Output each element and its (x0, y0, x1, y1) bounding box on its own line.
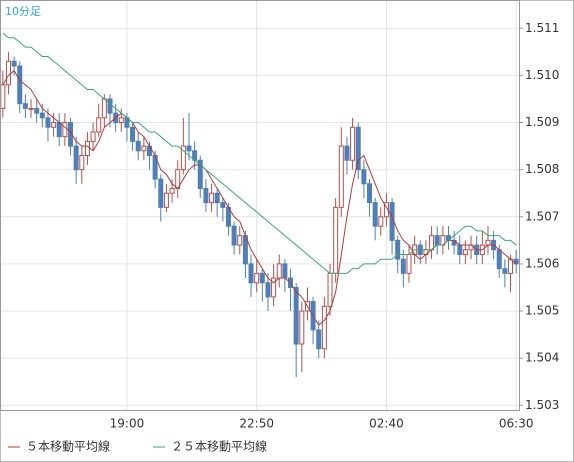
candle-body (96, 117, 102, 133)
candle-body (327, 272, 333, 307)
y-tick-label: 1.508 (525, 162, 559, 176)
candle-body (508, 258, 514, 274)
y-tick-label: 1.509 (525, 115, 559, 129)
candle-body (118, 117, 124, 124)
candle-body (84, 140, 90, 157)
candle-body (135, 140, 141, 152)
candle-body (367, 183, 373, 204)
y-tick-label: 1.510 (525, 68, 559, 82)
candle-body (169, 188, 175, 194)
timeframe-label: 10分足 (5, 5, 41, 18)
candle-body (276, 263, 282, 279)
y-tick-label: 1.507 (525, 209, 559, 223)
candle-body (383, 202, 389, 218)
candle-body (496, 249, 502, 270)
plot-border (0, 0, 520, 411)
candle-body (0, 84, 6, 109)
candle-body (56, 122, 62, 138)
candle-body (502, 268, 508, 274)
candle-body (17, 65, 23, 105)
candle-body (462, 249, 468, 255)
legend-label: ２５本移動平均線 (171, 439, 267, 454)
candle-body (434, 235, 440, 246)
candle-body (333, 206, 339, 274)
candle-body (378, 216, 384, 227)
candle-body (338, 145, 344, 208)
candle-body (259, 272, 265, 284)
candle-body (214, 192, 220, 204)
candle-body (254, 272, 260, 284)
candle-body (271, 277, 277, 298)
plot (0, 32, 519, 378)
candle-body (406, 253, 412, 274)
y-tick-label: 1.505 (525, 304, 559, 318)
candle-body (79, 155, 85, 171)
candle-body (11, 60, 17, 67)
candle-body (158, 178, 164, 208)
candle-body (400, 258, 406, 274)
candle-body (5, 60, 11, 86)
candle-body (248, 263, 254, 284)
candle-body (220, 202, 226, 208)
ma-line (2, 32, 517, 274)
candle-body (22, 103, 28, 109)
candle-body (372, 202, 378, 227)
x-tick-label: 22:50 (239, 417, 274, 431)
candle-body (395, 239, 401, 260)
candle-body (457, 244, 463, 255)
candle-body (293, 286, 299, 345)
y-tick-label: 1.504 (525, 351, 559, 365)
candle-body (180, 145, 186, 171)
candle-body (68, 122, 74, 147)
candle-body (355, 126, 361, 171)
candle-body (231, 225, 237, 246)
candle-body (130, 126, 136, 142)
legend-label: ５本移動平均線 (26, 439, 110, 454)
candle-body (28, 107, 34, 110)
candle-body (107, 98, 113, 114)
candle-body (39, 112, 45, 119)
candle-body (163, 192, 169, 208)
candle-body (197, 159, 203, 190)
candle-body (90, 131, 96, 142)
x-tick-label: 06:30 (499, 417, 534, 431)
candle-body (186, 145, 192, 152)
x-tick-label: 19:00 (110, 417, 145, 431)
candle-body (62, 122, 68, 138)
candle-body (73, 145, 79, 171)
candle-body (101, 98, 107, 119)
candle-body (344, 145, 350, 161)
candle-body (141, 145, 147, 152)
candle-body (237, 235, 243, 246)
candle-body (34, 107, 40, 114)
candle-body (282, 263, 288, 279)
candle-body (485, 239, 491, 246)
candle-body (209, 192, 215, 204)
y-tick-label: 1.503 (525, 398, 559, 412)
candle-body (361, 169, 367, 185)
y-tick-label: 1.511 (525, 21, 559, 35)
grid (0, 0, 519, 410)
candle-body (265, 282, 271, 298)
candle-body (299, 310, 305, 345)
candle-body (51, 122, 57, 128)
candle-body (316, 329, 322, 350)
ma-line (2, 69, 517, 326)
candle-body (45, 117, 51, 128)
candle-body (429, 235, 435, 251)
x-tick-label: 02:40 (369, 417, 404, 431)
y-tick-label: 1.506 (525, 256, 559, 270)
candle-body (350, 126, 356, 161)
candle-body (203, 188, 209, 204)
candle-body (321, 305, 327, 350)
